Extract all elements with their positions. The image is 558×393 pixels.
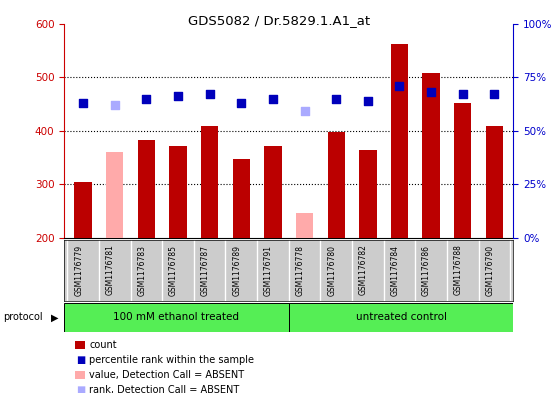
Text: ■: ■ [76, 385, 85, 393]
Point [110, 102, 119, 108]
Point [79, 100, 88, 106]
Point [458, 91, 467, 97]
Bar [328, 132, 345, 238]
Text: GSM1176784: GSM1176784 [391, 244, 400, 296]
Bar [169, 146, 187, 238]
Text: untreated control: untreated control [355, 312, 446, 322]
Text: GSM1176789: GSM1176789 [232, 244, 241, 296]
Point [205, 91, 214, 97]
Text: GSM1176781: GSM1176781 [106, 244, 115, 296]
Bar [233, 159, 250, 238]
Text: GSM1176782: GSM1176782 [359, 244, 368, 296]
Text: 100 mM ethanol treated: 100 mM ethanol treated [113, 312, 239, 322]
Point [332, 95, 341, 102]
Text: GSM1176778: GSM1176778 [296, 244, 305, 296]
Bar [106, 152, 123, 238]
Text: GDS5082 / Dr.5829.1.A1_at: GDS5082 / Dr.5829.1.A1_at [188, 14, 370, 27]
Text: GSM1176786: GSM1176786 [422, 244, 431, 296]
Point [142, 95, 151, 102]
Point [174, 93, 182, 99]
Text: count: count [89, 340, 117, 350]
Text: GSM1176791: GSM1176791 [264, 244, 273, 296]
Text: GSM1176790: GSM1176790 [485, 244, 494, 296]
Text: GSM1176788: GSM1176788 [454, 244, 463, 296]
Text: GSM1176780: GSM1176780 [327, 244, 336, 296]
Bar [454, 103, 472, 238]
Point [300, 108, 309, 114]
Point [427, 89, 436, 95]
Text: GSM1176787: GSM1176787 [201, 244, 210, 296]
Text: rank, Detection Call = ABSENT: rank, Detection Call = ABSENT [89, 385, 239, 393]
Text: ▶: ▶ [51, 312, 59, 322]
Bar [138, 140, 155, 238]
Text: GSM1176785: GSM1176785 [169, 244, 178, 296]
Bar [64, 303, 289, 332]
Bar [201, 127, 218, 238]
Text: GSM1176779: GSM1176779 [74, 244, 83, 296]
Bar [264, 146, 282, 238]
Point [237, 100, 246, 106]
Text: GSM1176783: GSM1176783 [137, 244, 146, 296]
Bar [422, 73, 440, 238]
Bar [485, 126, 503, 238]
Text: ■: ■ [76, 355, 85, 365]
Point [395, 83, 404, 89]
Text: percentile rank within the sample: percentile rank within the sample [89, 355, 254, 365]
Text: value, Detection Call = ABSENT: value, Detection Call = ABSENT [89, 370, 244, 380]
Point [268, 95, 277, 102]
Point [490, 91, 499, 97]
Text: protocol: protocol [3, 312, 42, 322]
Bar [289, 303, 513, 332]
Bar [391, 44, 408, 238]
Point [363, 97, 372, 104]
Bar [359, 151, 377, 238]
Bar [296, 213, 313, 238]
Bar [74, 182, 92, 238]
